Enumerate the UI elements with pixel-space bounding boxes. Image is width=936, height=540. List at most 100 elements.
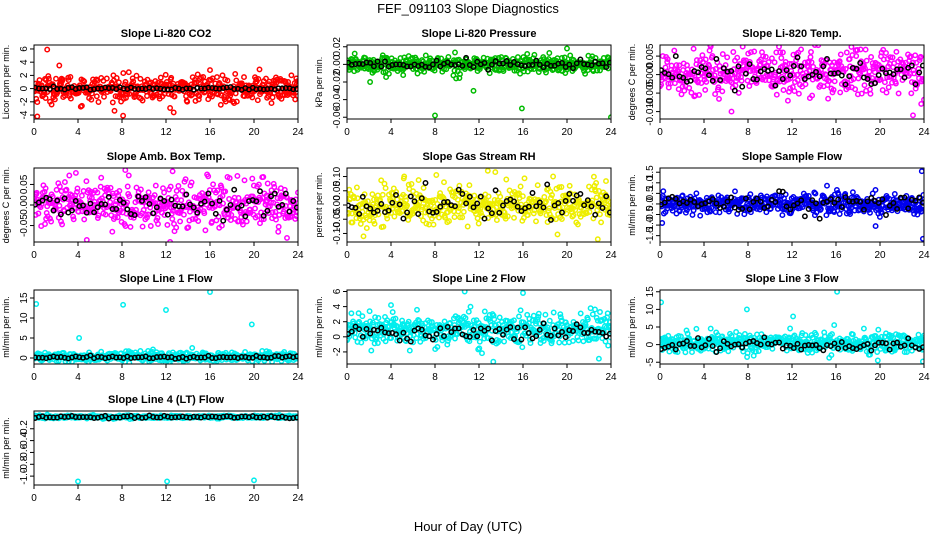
data-point — [895, 90, 902, 97]
overlay-point — [378, 324, 385, 331]
x-tick-label: 8 — [119, 127, 125, 138]
data-point — [78, 102, 85, 109]
data-point — [415, 177, 422, 184]
outlier-point — [367, 79, 374, 85]
data-point — [716, 95, 722, 102]
overlay-point — [179, 203, 186, 210]
x-tick-label: 20 — [874, 127, 886, 138]
overlay-point — [507, 324, 514, 331]
data-point — [741, 331, 748, 337]
data-point — [368, 347, 375, 354]
data-point — [433, 172, 440, 178]
y-tick-label: -5 — [645, 357, 656, 366]
outlier-point — [919, 235, 924, 242]
data-point — [457, 71, 463, 78]
overlay-point — [879, 65, 886, 72]
data-point — [696, 91, 703, 98]
overlay-point — [161, 197, 168, 204]
data-point — [167, 183, 174, 190]
scatter-points — [34, 290, 298, 364]
x-tick-label: 0 — [657, 250, 663, 261]
data-point — [404, 202, 411, 209]
data-point — [893, 48, 900, 55]
data-point — [709, 67, 716, 73]
data-point — [519, 193, 526, 200]
data-point — [668, 62, 675, 69]
overlay-point — [860, 206, 867, 213]
data-point — [693, 57, 700, 64]
data-point — [558, 216, 565, 222]
data-point — [716, 209, 723, 216]
overlay-point — [260, 212, 267, 219]
data-point — [393, 188, 400, 195]
outlier-point — [56, 62, 63, 69]
overlay-point — [790, 63, 797, 69]
y-tick-label: 0.00 — [19, 195, 30, 215]
data-point — [189, 344, 196, 351]
overlay-point — [374, 207, 381, 214]
overlay-point — [875, 199, 882, 206]
y-tick-label: 0.005 — [645, 43, 656, 68]
overlay-point — [551, 325, 558, 332]
data-point — [210, 181, 217, 188]
overlay-point — [559, 329, 565, 335]
overlay-point — [525, 330, 532, 336]
x-tick-label: 0 — [344, 250, 350, 261]
data-point — [798, 46, 805, 53]
data-point — [59, 221, 66, 228]
data-point — [353, 184, 360, 191]
panel-frame — [346, 44, 612, 120]
data-point — [883, 50, 889, 56]
overlay-point — [356, 210, 363, 217]
outlier-point — [163, 307, 169, 313]
overlay-point — [367, 59, 374, 66]
overlay-point — [496, 209, 503, 216]
data-point — [866, 68, 873, 75]
data-point — [56, 202, 63, 209]
data-point — [180, 211, 187, 218]
data-point — [749, 344, 755, 351]
overlay-point — [872, 80, 878, 87]
overlay-point — [441, 333, 447, 340]
overlay-point — [599, 60, 606, 67]
data-point — [570, 337, 576, 344]
x-tick-label: 8 — [432, 127, 438, 138]
data-point — [910, 67, 917, 74]
overlay-point — [577, 324, 584, 331]
overlay-point — [573, 321, 580, 328]
overlay-point — [838, 72, 845, 79]
overlay-point — [555, 200, 562, 207]
scatter-points — [34, 168, 298, 242]
data-point — [157, 74, 164, 81]
overlay-point — [485, 205, 492, 212]
data-point — [386, 204, 393, 211]
data-point — [535, 310, 542, 317]
data-point — [195, 218, 202, 224]
data-point — [273, 216, 279, 223]
data-point — [151, 192, 158, 199]
data-point — [83, 178, 90, 185]
overlay-point — [536, 199, 543, 206]
x-tick-label: 12 — [160, 250, 172, 261]
data-point — [862, 46, 869, 53]
data-point — [780, 87, 787, 94]
x-tick-label: 20 — [248, 127, 260, 138]
data-point — [155, 221, 161, 227]
data-point — [38, 82, 45, 89]
overlay-point — [768, 66, 775, 73]
overlay-point — [253, 198, 260, 205]
data-point — [540, 337, 547, 344]
panel-title: Slope Li-820 Pressure — [422, 28, 537, 40]
overlay-point — [660, 67, 665, 74]
data-point — [352, 334, 359, 341]
x-tick-label: 24 — [605, 250, 617, 261]
overlay-point — [742, 70, 749, 77]
data-point — [124, 183, 131, 190]
overlay-point — [488, 210, 495, 217]
overlay-point — [783, 203, 790, 210]
overlay-point — [418, 326, 425, 333]
overlay-point — [779, 76, 786, 82]
x-tick-label: 12 — [473, 250, 485, 261]
